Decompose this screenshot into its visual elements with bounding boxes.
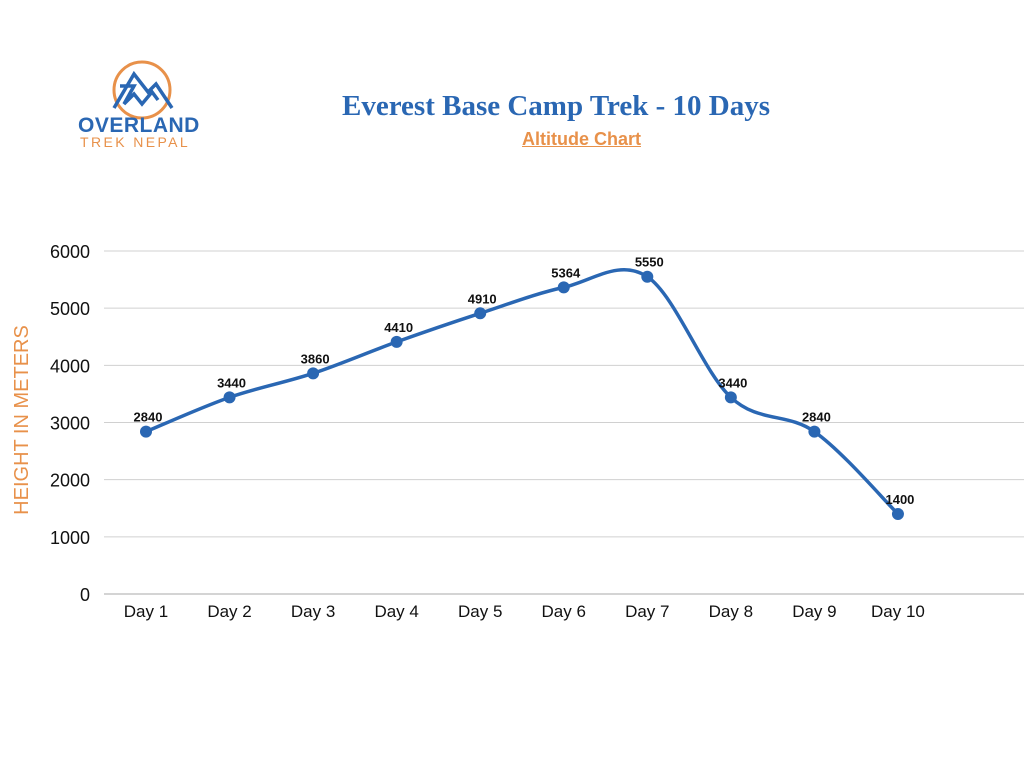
y-tick-label: 5000: [50, 299, 90, 319]
x-tick-label: Day 1: [124, 602, 168, 621]
chart-subtitle: Altitude Chart: [522, 129, 641, 149]
logo-name: OVERLAND: [78, 114, 200, 137]
y-tick-label: 1000: [50, 528, 90, 548]
data-point: [223, 391, 236, 404]
logo-mark: [112, 60, 174, 120]
data-label: 3860: [301, 351, 330, 366]
data-label: 5364: [551, 265, 581, 280]
y-tick-label: 4000: [50, 356, 90, 376]
y-axis-label: HEIGHT IN METERS: [11, 325, 33, 515]
x-tick-label: Day 7: [625, 602, 669, 621]
series-line: [145, 268, 900, 516]
data-label: 4410: [384, 320, 413, 335]
data-point: [724, 391, 737, 404]
x-tick-label: Day 3: [291, 602, 335, 621]
data-label: 3440: [718, 375, 747, 390]
data-point: [307, 367, 320, 380]
x-tick-label: Day 2: [207, 602, 251, 621]
data-point: [390, 335, 403, 348]
x-tick-label: Day 5: [458, 602, 502, 621]
data-label: 2840: [134, 410, 163, 425]
y-tick-label: 6000: [50, 242, 90, 262]
x-tick-label: Day 8: [709, 602, 753, 621]
data-point: [641, 270, 654, 283]
data-label: 1400: [885, 492, 914, 507]
y-tick-label: 2000: [50, 471, 90, 491]
chart-title: Everest Base Camp Trek - 10 Days: [341, 90, 770, 122]
data-point: [891, 507, 904, 520]
x-tick-label: Day 9: [792, 602, 836, 621]
y-tick-label: 3000: [50, 414, 90, 434]
x-tick-label: Day 4: [374, 602, 418, 621]
data-point: [557, 281, 570, 294]
data-point: [808, 425, 821, 438]
data-label: 2840: [802, 410, 831, 425]
data-label: 4910: [468, 291, 497, 306]
y-tick-label: 0: [80, 585, 90, 605]
data-label: 3440: [217, 375, 246, 390]
data-point: [140, 425, 152, 438]
x-tick-label: Day 10: [871, 602, 925, 621]
logo-subtitle: TREK NEPAL: [80, 134, 191, 150]
data-point: [474, 307, 487, 320]
data-label: 5550: [635, 255, 664, 270]
x-tick-label: Day 6: [542, 602, 586, 621]
